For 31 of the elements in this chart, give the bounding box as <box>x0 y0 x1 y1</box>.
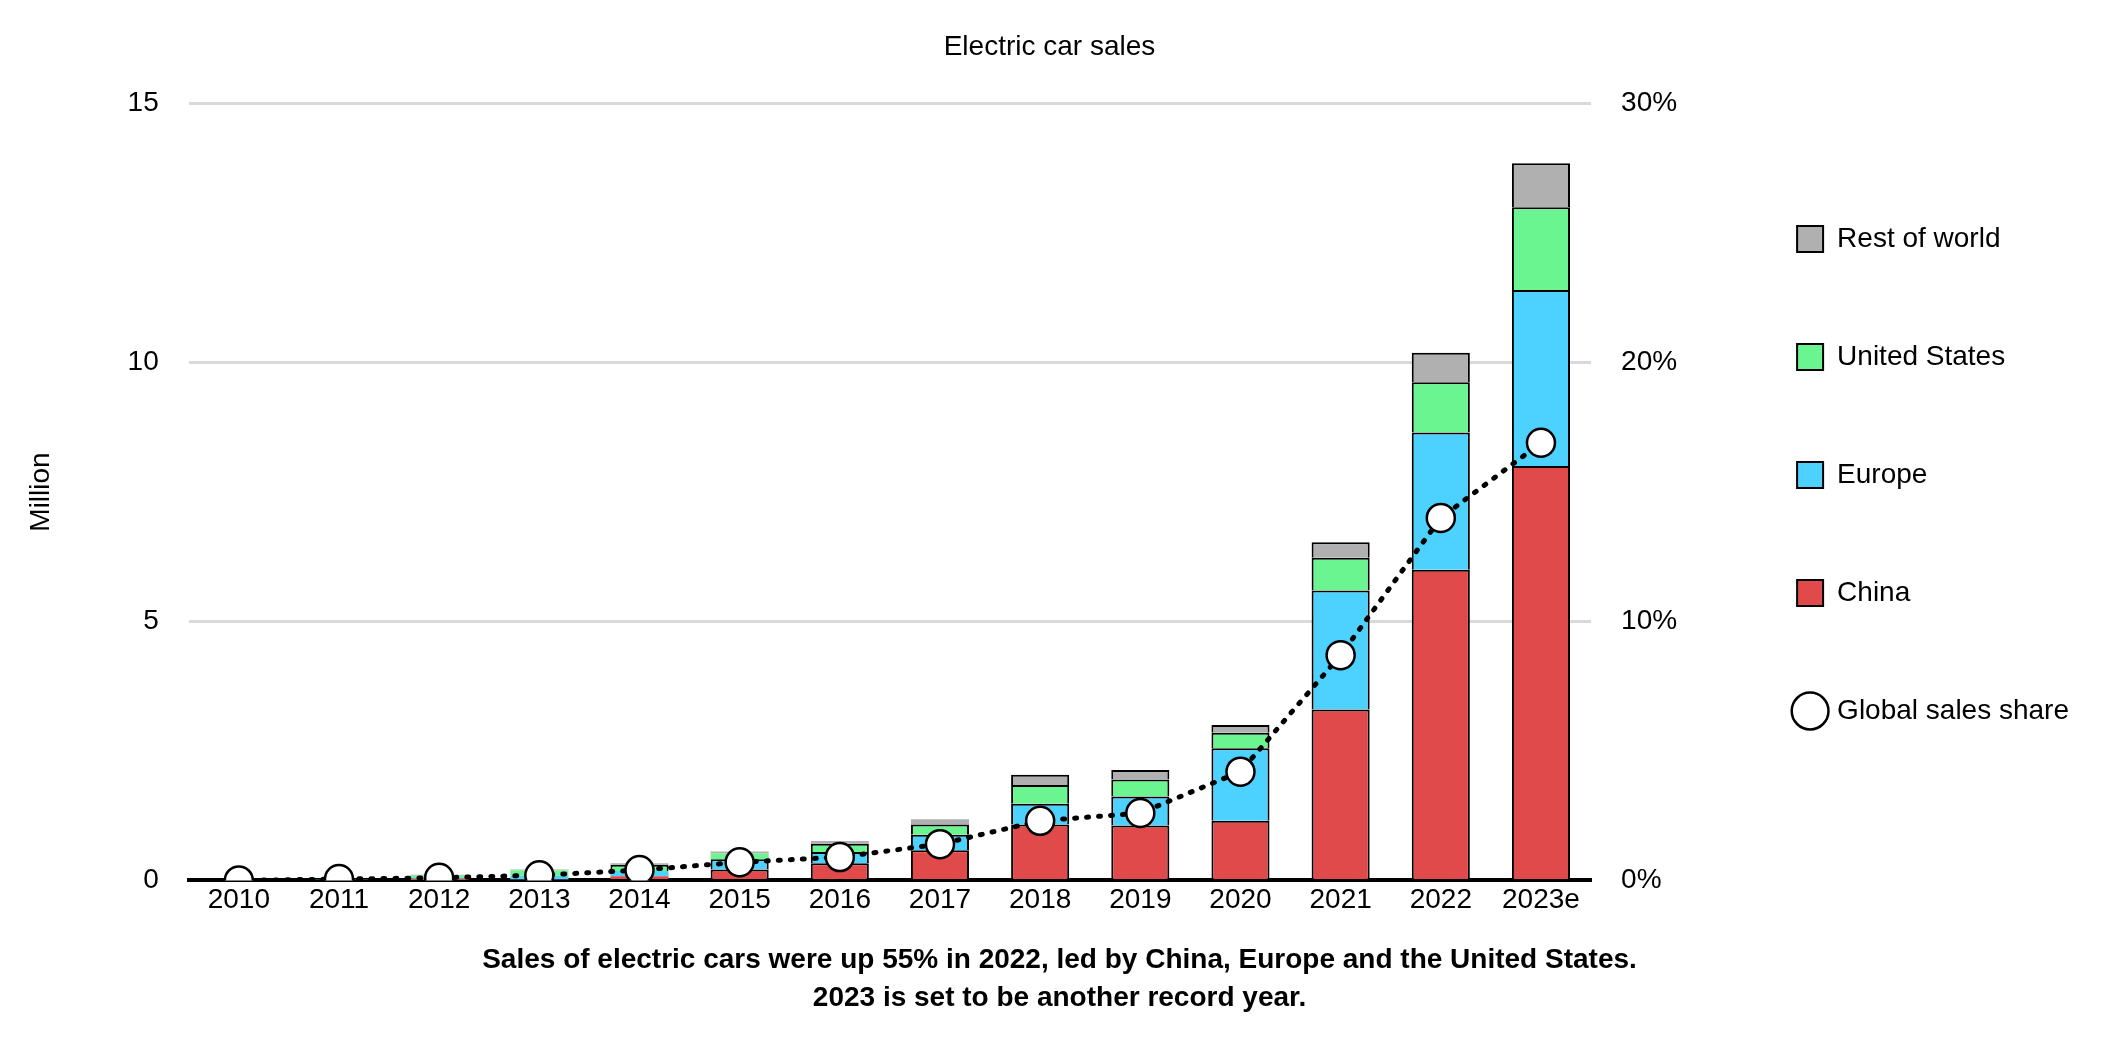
x-tick-label: 2012 <box>408 882 471 914</box>
x-tick-label: 2015 <box>708 882 771 914</box>
y-tick-label: 15 <box>127 86 159 118</box>
y-tick-label: 5 <box>143 604 159 636</box>
legend-label: Europe <box>1837 457 1928 489</box>
y2-tick-label: 30% <box>1621 86 1678 118</box>
chart-title: Electric car sales <box>943 29 1156 61</box>
y2-tick-label: 10% <box>1621 604 1678 636</box>
x-tick-label: 2011 <box>308 882 370 914</box>
legend-label: China <box>1837 575 1911 607</box>
x-tick-label: 2013 <box>508 882 571 914</box>
legend-label: Rest of world <box>1837 221 2001 253</box>
x-tick-label: 2021 <box>1309 882 1372 914</box>
x-tick-label: 2016 <box>808 882 871 914</box>
text: 2023 is set to be another record year. <box>811 980 1308 1014</box>
legend-label: Global sales share <box>1837 693 2069 725</box>
y-axis-title: Million <box>23 452 55 532</box>
y-tick-label: 10 <box>127 345 159 377</box>
x-tick-label: 2022 <box>1409 882 1472 914</box>
x-tick-label: 2023e <box>1502 882 1580 914</box>
x-tick-label: 2014 <box>608 882 671 914</box>
text: Sales of electric cars were up 55% in 2022, led by China, Europe and the United States. <box>481 942 1638 976</box>
x-tick-label: 2017 <box>908 882 972 914</box>
y-tick-label: 0 <box>143 863 159 895</box>
x-tick-label: 2019 <box>1109 882 1172 914</box>
legend-label: United States <box>1837 339 2006 371</box>
y2-tick-label: 0% <box>1621 863 1662 895</box>
x-tick-label: 2020 <box>1209 882 1272 914</box>
y2-tick-label: 20% <box>1621 345 1678 377</box>
x-tick-label: 2018 <box>1009 882 1072 914</box>
x-tick-label: 2010 <box>207 882 270 914</box>
